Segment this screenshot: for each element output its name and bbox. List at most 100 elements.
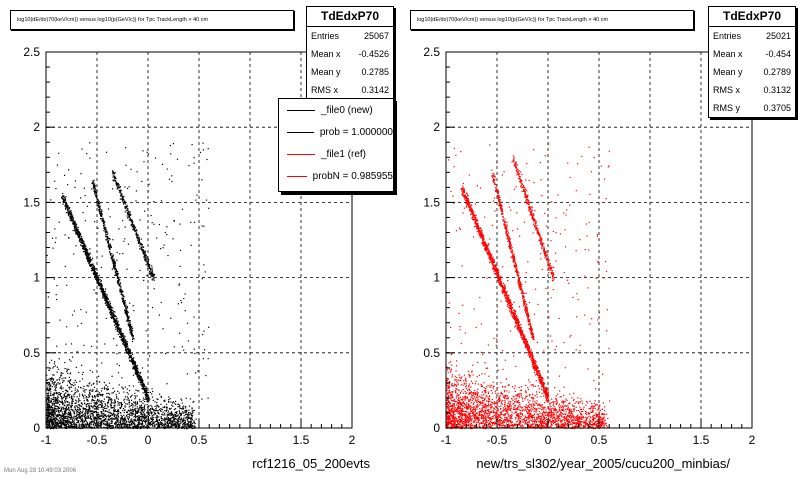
data-point (136, 376, 139, 378)
data-point (130, 330, 132, 332)
data-point (124, 186, 126, 188)
data-point (114, 423, 116, 425)
data-point (134, 401, 136, 403)
data-point (125, 345, 127, 347)
data-point (105, 293, 107, 295)
data-point (143, 250, 145, 252)
data-point (81, 238, 83, 240)
data-point (138, 375, 140, 377)
data-point (93, 289, 95, 291)
data-point (70, 408, 72, 410)
data-point (97, 398, 99, 400)
data-point (183, 428, 186, 430)
data-point (64, 405, 66, 407)
data-point (114, 274, 116, 276)
data-point (98, 404, 100, 406)
data-point (110, 398, 112, 400)
data-point (124, 339, 126, 341)
data-point (97, 277, 99, 279)
data-point (88, 405, 90, 407)
x-tick-label: -0.5 (87, 433, 108, 447)
data-point (102, 294, 104, 296)
data-point (106, 303, 108, 305)
data-point (74, 389, 76, 391)
data-point (101, 288, 103, 290)
data-point (103, 401, 105, 403)
data-point (85, 423, 87, 425)
data-point (74, 223, 76, 225)
data-point (60, 425, 62, 427)
data-point (159, 410, 161, 412)
data-point (108, 307, 110, 309)
data-point (119, 328, 121, 330)
data-point (52, 417, 55, 419)
data-point (77, 413, 79, 415)
data-point (117, 401, 119, 403)
data-point (91, 412, 93, 415)
data-point (87, 411, 89, 413)
data-point (89, 263, 91, 265)
data-point (121, 298, 123, 300)
data-point (60, 375, 62, 377)
data-point (118, 402, 121, 404)
data-point (162, 414, 164, 416)
data-point (130, 168, 132, 170)
data-point (102, 413, 104, 415)
data-point (184, 293, 186, 295)
data-point (161, 163, 164, 165)
data-point (154, 273, 156, 275)
data-point (169, 408, 171, 411)
data-point (129, 322, 131, 324)
data-point (53, 396, 55, 399)
data-point (46, 414, 48, 416)
data-point (128, 219, 130, 221)
data-point (89, 393, 91, 396)
data-point (170, 426, 172, 428)
data-point (65, 415, 68, 417)
data-point (127, 409, 129, 411)
data-point (69, 219, 71, 221)
data-point (113, 260, 115, 262)
data-point (124, 302, 126, 304)
data-point (203, 330, 205, 332)
data-point (114, 269, 116, 271)
data-point (127, 209, 129, 211)
data-point (74, 406, 76, 408)
data-point (110, 255, 112, 257)
data-point (96, 189, 98, 192)
data-point (84, 418, 86, 420)
data-point (61, 401, 63, 403)
data-point (129, 217, 132, 219)
data-point (103, 414, 106, 416)
data-point (50, 418, 52, 420)
data-point (67, 212, 69, 214)
data-point (73, 421, 75, 423)
data-point (92, 263, 94, 265)
data-point (71, 405, 73, 407)
data-point (90, 421, 92, 423)
data-point (116, 188, 118, 190)
data-point (158, 424, 160, 426)
data-point (96, 411, 98, 413)
data-point (89, 390, 91, 392)
data-point (134, 228, 136, 230)
data-point (186, 424, 188, 426)
data-point (117, 404, 119, 406)
data-point (140, 413, 142, 415)
data-point (204, 271, 206, 273)
data-point (88, 403, 90, 405)
data-point (111, 419, 113, 421)
data-point (126, 414, 128, 416)
data-point (123, 401, 126, 403)
data-point (126, 396, 128, 398)
data-point (104, 221, 106, 223)
data-point (135, 402, 137, 404)
data-point (110, 313, 112, 315)
data-point (76, 405, 78, 407)
data-point (147, 190, 149, 192)
data-point (62, 372, 64, 374)
data-point (113, 321, 115, 323)
data-point (128, 399, 130, 402)
data-point (113, 418, 115, 420)
data-point (127, 418, 129, 420)
